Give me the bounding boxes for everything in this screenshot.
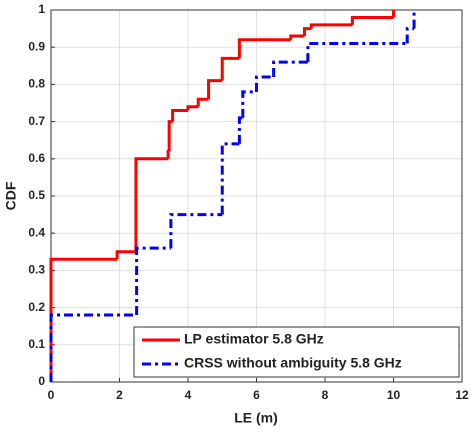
step-segment xyxy=(49,257,118,382)
x-tick-label: 12 xyxy=(455,388,469,402)
step-segment xyxy=(196,97,209,107)
step-segment xyxy=(167,120,173,152)
step-segment xyxy=(134,157,169,252)
y-tick-label: 0 xyxy=(38,374,45,388)
legend-box xyxy=(133,326,460,378)
step-segment xyxy=(309,23,353,29)
step-segment xyxy=(166,149,170,159)
y-tick-label: 0.8 xyxy=(28,77,45,91)
y-tick-label: 0.7 xyxy=(28,114,45,128)
step-segment xyxy=(220,56,240,81)
step-segment xyxy=(220,142,240,215)
x-tick-label: 10 xyxy=(387,388,401,402)
x-tick-label: 8 xyxy=(322,388,329,402)
x-tick-label: 4 xyxy=(185,388,192,402)
step-segment xyxy=(115,250,136,260)
x-tick-label: 2 xyxy=(116,388,123,402)
step-segment xyxy=(186,105,199,111)
step-segment xyxy=(171,108,188,122)
y-tick-label: 0.9 xyxy=(28,39,45,53)
step-segment xyxy=(405,27,415,44)
y-tick-label: 0.2 xyxy=(28,300,45,314)
step-segment xyxy=(135,246,171,316)
x-tick-label: 0 xyxy=(48,388,55,402)
y-tick-label: 0.4 xyxy=(28,225,45,239)
legend-label: LP estimator 5.8 GHz xyxy=(184,331,324,347)
step-segment xyxy=(302,27,312,37)
step-segment xyxy=(306,41,408,63)
step-segment xyxy=(350,15,394,25)
step-segment xyxy=(169,213,223,249)
y-tick-label: 0.5 xyxy=(28,188,45,202)
y-tick-label: 0.1 xyxy=(28,337,45,351)
step-segment xyxy=(49,313,137,382)
x-axis-label: LE (m) xyxy=(234,410,278,426)
x-tick-label: 6 xyxy=(253,388,260,402)
y-tick-label: 0.3 xyxy=(28,263,45,277)
step-segment xyxy=(207,79,223,100)
step-segment xyxy=(255,75,274,92)
legend-label: CRSS without ambiguity 5.8 GHz xyxy=(184,355,402,371)
step-segment xyxy=(272,60,308,77)
y-axis-label: CDF xyxy=(3,181,19,210)
step-segment xyxy=(289,34,305,40)
plot-frame xyxy=(50,9,463,383)
step-segment xyxy=(241,90,257,118)
y-tick-label: 0.6 xyxy=(28,151,45,165)
y-tick-label: 1 xyxy=(38,2,45,16)
step-segment xyxy=(237,38,291,59)
